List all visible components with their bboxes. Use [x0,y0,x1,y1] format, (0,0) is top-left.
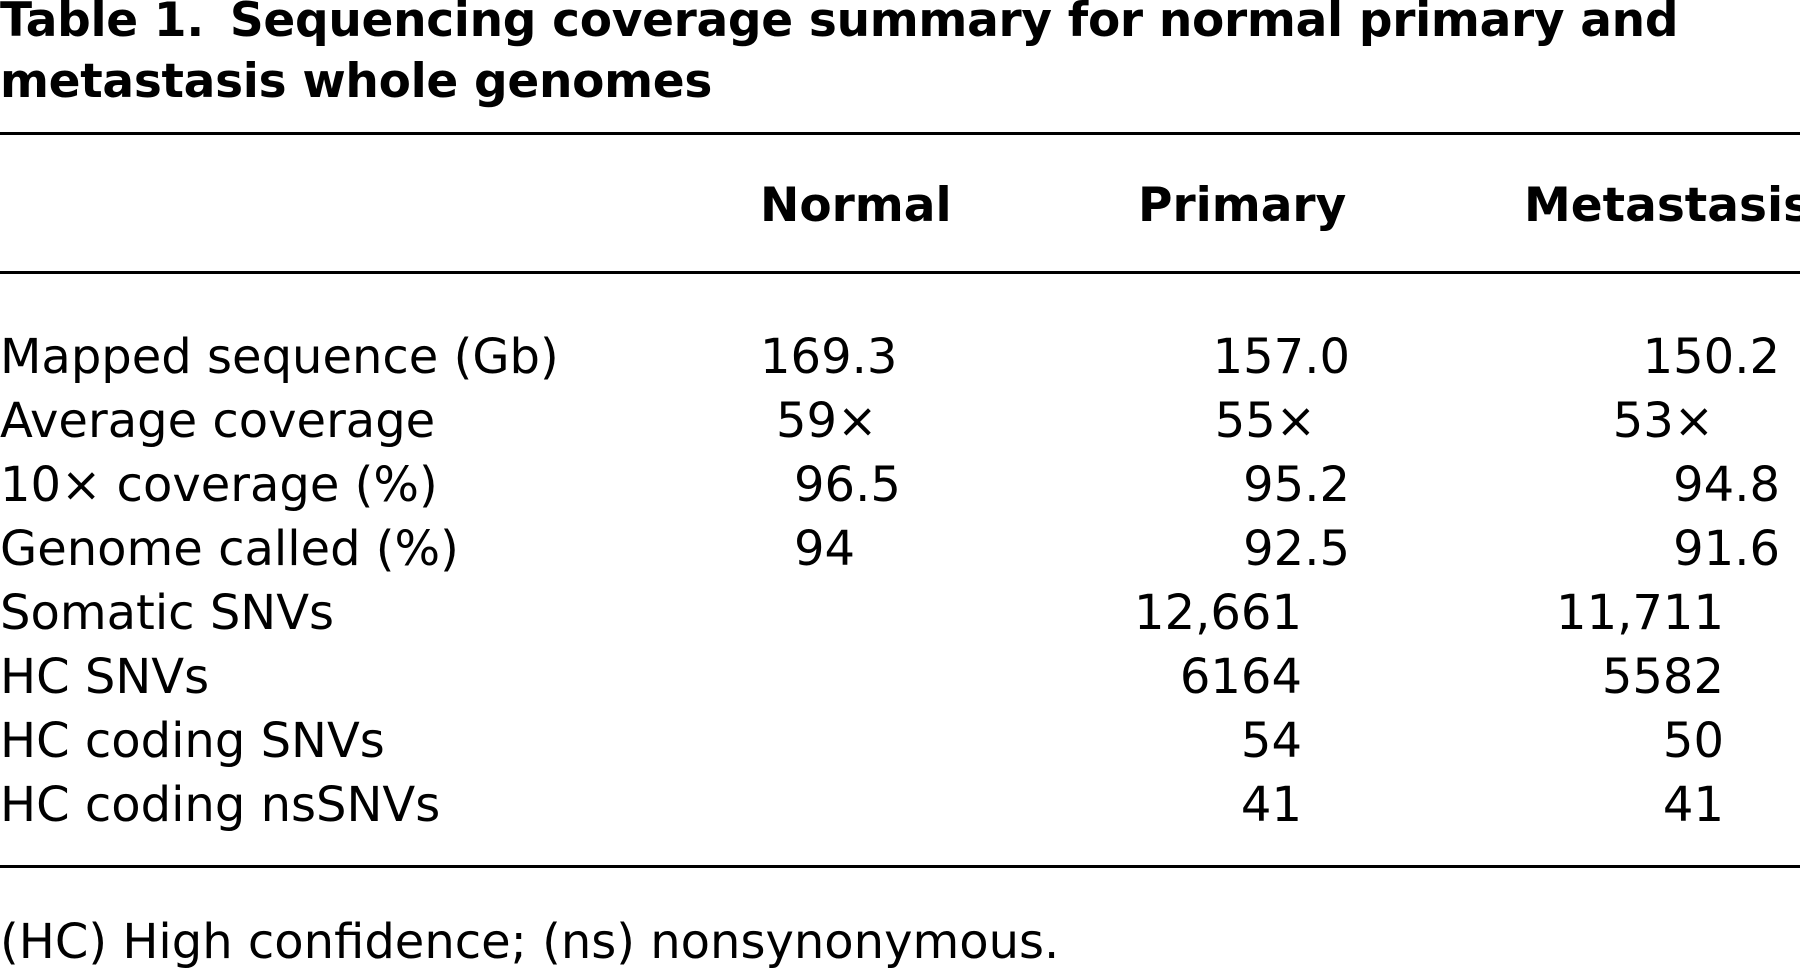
table-row: Mapped sequence (Gb) 169.3 157.0 150.2 [0,325,1800,389]
header-rule [0,271,1800,274]
cell-metastasis: 5582 [1601,649,1724,705]
table-label: Table 1. [0,0,204,48]
table-row: HC SNVs 6164 5582 [0,645,1800,709]
cell-primary: 41 [1240,777,1302,833]
cell-primary: 12,661 [1134,585,1302,641]
row-label: Genome called (%) [0,521,459,577]
row-label: Somatic SNVs [0,585,335,641]
table-body: Mapped sequence (Gb) 169.3 157.0 150.2 A… [0,325,1800,837]
cell-metastasis: 53× [1612,393,1714,449]
cell-metastasis: 91.6 [1673,521,1780,577]
column-header-metastasis: Metastasis [1524,178,1800,233]
row-label: Average coverage [0,393,436,449]
bottom-rule [0,865,1800,868]
cell-metastasis: 150.2 [1642,329,1780,385]
row-label: HC SNVs [0,649,210,705]
table-caption: Table 1. Sequencing coverage summary for … [0,0,1790,112]
column-header-primary: Primary [1138,178,1347,233]
table-footnote: (HC) High confidence; (ns) nonsynonymous… [0,914,1060,970]
row-label: HC coding nsSNVs [0,777,441,833]
row-label: HC coding SNVs [0,713,385,769]
cell-normal: 96.5 [794,457,901,513]
cell-normal: 94 [794,521,856,577]
cell-primary: 6164 [1179,649,1302,705]
cell-normal: 169.3 [760,329,898,385]
column-header-normal: Normal [760,178,952,233]
cell-metastasis: 11,711 [1556,585,1724,641]
row-label: 10× coverage (%) [0,457,438,513]
table-row: HC coding nsSNVs 41 41 [0,773,1800,837]
cell-normal: 59× [776,393,878,449]
table-row: 10× coverage (%) 96.5 95.2 94.8 [0,453,1800,517]
top-rule [0,132,1800,135]
cell-primary: 54 [1240,713,1302,769]
table-row: Genome called (%) 94 92.5 91.6 [0,517,1800,581]
table-row: HC coding SNVs 54 50 [0,709,1800,773]
cell-metastasis: 94.8 [1673,457,1780,513]
cell-primary: 157.0 [1212,329,1350,385]
cell-primary: 92.5 [1243,521,1350,577]
row-label: Mapped sequence (Gb) [0,329,559,385]
cell-metastasis: 50 [1662,713,1724,769]
table-row: Average coverage 59× 55× 53× [0,389,1800,453]
table-title: Sequencing coverage summary for normal p… [0,0,1679,109]
cell-metastasis: 41 [1662,777,1724,833]
cell-primary: 55× [1214,393,1316,449]
table-row: Somatic SNVs 12,661 11,711 [0,581,1800,645]
cell-primary: 95.2 [1243,457,1350,513]
